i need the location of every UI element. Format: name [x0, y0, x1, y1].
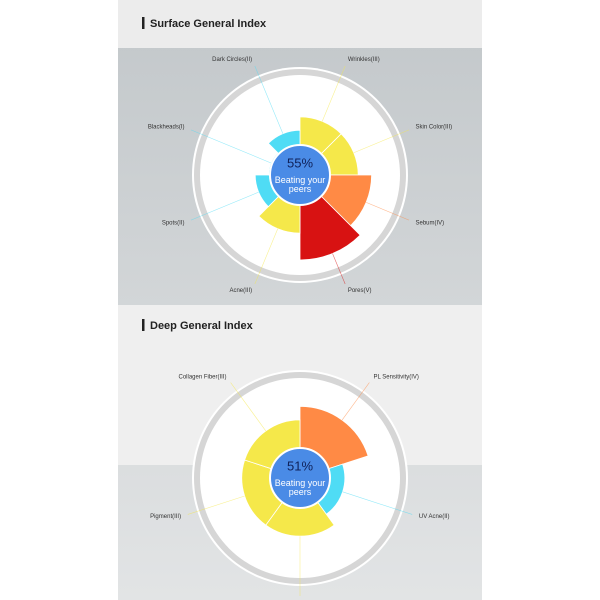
category-label: Sebum(IV) [415, 220, 444, 226]
category-label: Pigment(III) [150, 514, 181, 520]
leader-line [366, 202, 410, 221]
title-bar [142, 17, 145, 29]
category-label: Acne(III) [229, 288, 252, 294]
center-label: Beating your peers [275, 478, 326, 497]
leader-line [342, 491, 413, 515]
leader-line [190, 129, 272, 164]
center-badge [269, 144, 331, 206]
category-label: Skin Color(III) [415, 125, 452, 131]
leader-line [353, 129, 410, 154]
center-value: 55% [287, 155, 313, 170]
leader-line [190, 191, 259, 221]
leader-line [321, 65, 346, 122]
leader-line [332, 253, 346, 285]
leader-line [230, 382, 267, 432]
title-bar [142, 319, 145, 331]
category-label: Wrinkles(III) [348, 57, 380, 63]
leader-line [254, 228, 279, 285]
center-label: Beating your peers [275, 175, 326, 194]
category-label: UV Acne(II) [419, 514, 450, 520]
category-label: Dark Circles(II) [212, 57, 252, 63]
category-label: Collagen Fiber(III) [178, 374, 226, 380]
category-label: PL Sensitivity(IV) [373, 374, 418, 380]
section-title: Surface General Index [150, 18, 267, 30]
category-label: Spots(II) [162, 220, 185, 226]
category-label: Pores(V) [348, 288, 372, 294]
section-title: Deep General Index [150, 320, 254, 332]
center-value: 51% [287, 458, 313, 473]
leader-line [187, 495, 245, 515]
category-label: Blackheads(I) [148, 125, 185, 131]
header-band [118, 0, 482, 48]
leader-line [341, 382, 370, 421]
leader-line [254, 65, 284, 134]
center-badge [269, 447, 331, 509]
